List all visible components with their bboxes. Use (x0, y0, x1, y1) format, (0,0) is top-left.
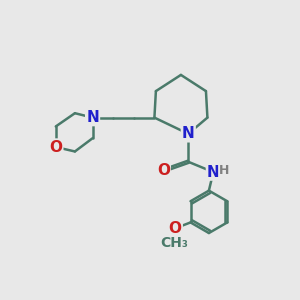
Text: O: O (169, 221, 182, 236)
Text: N: N (182, 126, 195, 141)
Text: O: O (49, 140, 62, 154)
Text: N: N (86, 110, 99, 125)
Text: CH₃: CH₃ (161, 236, 189, 250)
Text: N: N (207, 165, 220, 180)
Text: H: H (219, 164, 230, 177)
Text: O: O (157, 163, 170, 178)
